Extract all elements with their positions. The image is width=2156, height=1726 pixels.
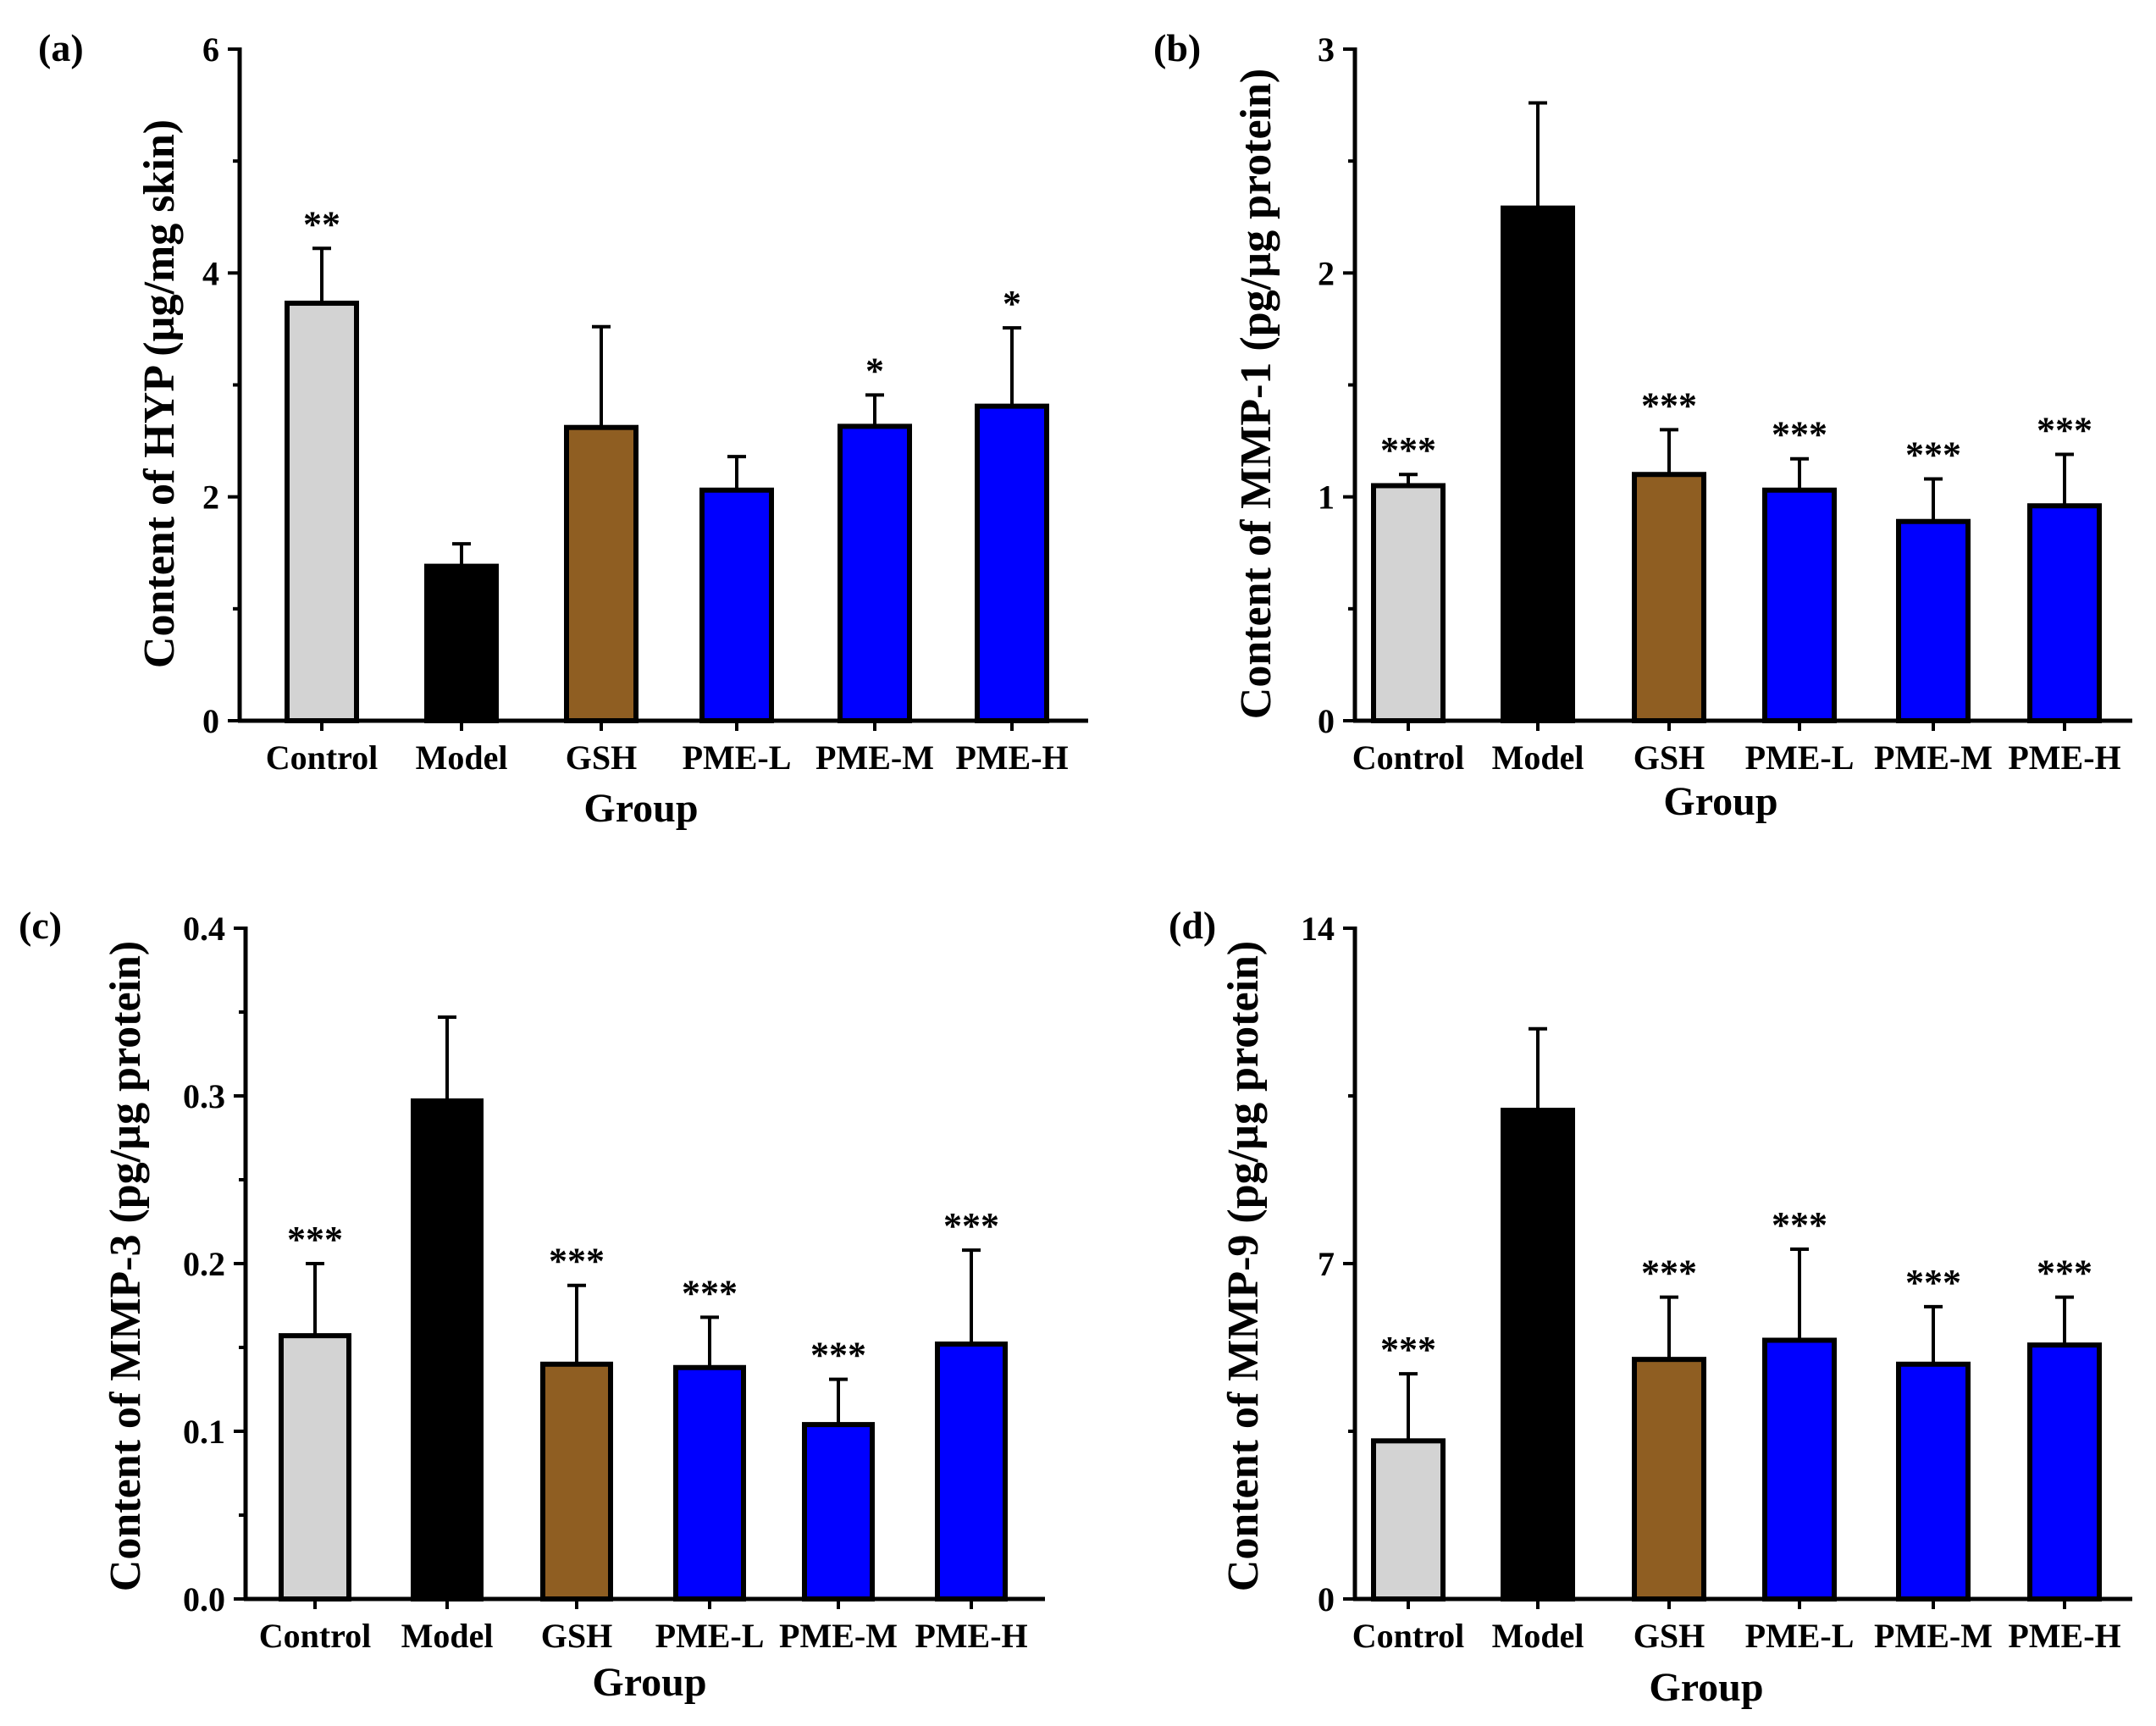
x-tick-label: GSH [1634,1617,1705,1655]
bar-gsh [1632,1357,1706,1602]
x-axis-label: Group [1649,1665,1763,1710]
x-axis-label: Group [1663,779,1777,824]
bar-pme-m [802,1422,875,1602]
x-tick-label: PME-M [1874,739,1993,777]
bar-gsh [1632,472,1706,723]
x-tick-label: PME-H [2008,739,2120,777]
x-tick-label: Model [416,739,508,777]
significance-label: *** [2037,1253,2092,1294]
bar-pme-h [935,1342,1008,1602]
x-tick-label: PME-L [655,1617,765,1655]
bar-pme-l [1762,487,1837,724]
x-tick-label: Control [1352,1617,1465,1655]
panel-label: (c) [19,904,62,947]
significance-label: *** [1905,1262,1961,1303]
x-tick-label: PME-H [955,739,1068,777]
bar-model [411,1098,484,1602]
x-tick-label: Model [1492,739,1584,777]
bar-pme-h [975,403,1049,723]
x-tick-label: PME-M [1874,1617,1993,1655]
bar-pme-m [838,423,912,723]
y-tick-label: 2 [1318,254,1335,292]
x-axis-label: Group [592,1660,706,1705]
y-tick-label: 14 [1301,910,1335,948]
x-tick-label: PME-L [1745,739,1855,777]
x-tick-label: GSH [1634,739,1705,777]
bar-model [424,563,499,723]
chart-panel: (a) ** Control Model GSH PME-L * PME-M * PME-H 0 2 4… [38,26,1088,831]
bar-model [1501,1107,1575,1602]
panel-label: (b) [1153,26,1201,69]
y-tick-label: 0.2 [183,1245,225,1283]
significance-label: *** [810,1335,866,1376]
chart-panel: (b) *** Control Model *** GSH *** PME-L *** PME-M… [1153,26,2132,824]
y-axis-label: Content of MMP-9 (pg/µg protein) [1219,941,1268,1591]
bar-pme-l [1762,1337,1837,1602]
bar-control [279,1333,351,1602]
significance-label: *** [549,1241,605,1282]
significance-label: * [1003,283,1021,324]
y-tick-label: 1 [1318,479,1335,517]
bar-gsh [540,1361,613,1602]
y-tick-label: 0.1 [183,1413,225,1451]
bar-control [1371,1438,1446,1602]
chart-panel: (c) *** Control Model *** GSH *** PME-L *** PME-M… [19,904,1045,1705]
significance-label: *** [287,1219,343,1260]
x-tick-label: Control [266,739,379,777]
x-tick-label: PME-L [683,739,792,777]
y-axis-label: Content of MMP-1 (pg/µg protein) [1232,69,1280,719]
significance-label: *** [1380,1329,1436,1370]
x-tick-label: GSH [541,1617,612,1655]
x-tick-label: GSH [566,739,637,777]
bar-pme-m [1896,518,1971,724]
x-tick-label: Model [1492,1617,1584,1655]
bar-control [1371,483,1446,723]
x-tick-label: PME-L [1745,1617,1855,1655]
y-tick-label: 0.3 [183,1077,225,1115]
significance-label: ** [303,203,340,245]
significance-label: *** [2037,409,2092,451]
significance-label: *** [1772,1204,1827,1246]
y-tick-label: 0 [1318,1580,1335,1618]
y-tick-label: 0.4 [183,910,225,948]
bar-pme-h [2027,1342,2102,1602]
significance-label: *** [1641,1253,1697,1294]
x-tick-label: Control [259,1617,372,1655]
significance-label: *** [1905,434,1961,476]
bar-pme-h [2027,503,2102,723]
y-tick-label: 6 [202,30,219,69]
panel-label: (a) [38,26,84,69]
bar-pme-l [699,487,774,724]
significance-label: *** [1380,429,1436,471]
x-tick-label: PME-M [779,1617,898,1655]
x-tick-label: PME-M [815,739,934,777]
y-axis-label: Content of MMP-3 (pg/µg protein) [102,941,150,1591]
y-tick-label: 0.0 [183,1580,225,1618]
bar-control [285,301,359,723]
chart-panel: (d) *** Control Model *** GSH *** PME-L *** PME-M… [1169,904,2132,1710]
x-tick-label: PME-H [2008,1617,2120,1655]
y-tick-label: 7 [1318,1245,1335,1283]
panel-label: (d) [1169,904,1216,947]
y-axis-label: Content of HYP (µg/mg skin) [135,119,184,668]
significance-label: * [865,350,884,391]
significance-label: *** [1641,384,1697,426]
y-tick-label: 0 [1318,702,1335,740]
y-tick-label: 3 [1318,30,1335,69]
bar-gsh [564,424,639,723]
y-tick-label: 2 [202,479,219,517]
significance-label: *** [943,1205,999,1247]
x-tick-label: PME-H [915,1617,1027,1655]
y-tick-label: 0 [202,702,219,740]
bar-model [1501,205,1575,723]
x-tick-label: Model [401,1617,494,1655]
bar-pme-l [673,1364,746,1602]
x-axis-label: Group [583,786,698,831]
x-tick-label: Control [1352,739,1465,777]
bar-pme-m [1896,1361,1971,1602]
y-tick-label: 4 [202,254,219,292]
significance-label: *** [1772,414,1827,456]
significance-label: *** [682,1272,738,1314]
